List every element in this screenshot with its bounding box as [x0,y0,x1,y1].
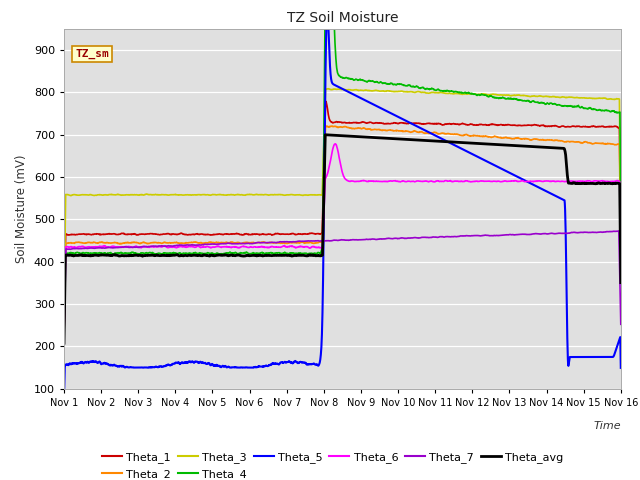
Theta_2 [617,261,625,266]
Theta_1 [60,330,68,336]
Theta_1 [617,251,625,257]
Theta_3 [601,96,609,101]
Line: Theta_4: Theta_4 [64,0,621,342]
Theta_2 [331,123,339,129]
Text: Time: Time [593,421,621,431]
Theta_6 [331,141,339,147]
Theta_6 [601,179,609,184]
Theta_7 [88,245,96,251]
Theta_7 [316,238,324,244]
Theta_6 [88,244,96,250]
Theta_2 [316,239,324,245]
Theta_3 [499,92,506,98]
Theta_avg [60,340,68,346]
Theta_2 [60,334,68,340]
Theta_3 [60,310,68,316]
Theta_1 [331,120,339,125]
Theta_3 [324,86,332,92]
Theta_avg [321,132,329,138]
Theta_6 [331,141,339,147]
Theta_4 [60,339,68,345]
Theta_4 [331,41,339,47]
Theta_avg [601,180,609,186]
Line: Theta_3: Theta_3 [64,89,621,313]
Theta_1 [322,98,330,104]
Theta_1 [499,122,506,128]
Theta_4 [617,229,625,235]
Theta_1 [88,231,96,237]
Theta_5 [499,167,506,172]
Line: Theta_5: Theta_5 [64,11,621,398]
Theta_5 [601,354,609,360]
Theta_7 [601,229,609,235]
Y-axis label: Soil Moisture (mV): Soil Moisture (mV) [15,155,28,263]
Theta_5 [331,82,339,88]
Theta_6 [499,179,506,184]
Theta_5 [88,359,96,364]
Theta_5 [60,396,68,401]
Theta_4 [499,94,506,100]
Theta_5 [601,354,609,360]
Theta_2 [322,123,330,129]
Theta_3 [331,86,339,92]
Theta_3 [601,95,609,101]
Theta_avg [499,142,506,148]
Theta_3 [617,235,625,240]
Theta_1 [316,231,324,237]
Theta_4 [88,251,96,256]
Text: TZ_sm: TZ_sm [75,49,109,59]
Theta_7 [60,331,68,337]
Theta_5 [323,8,331,13]
Theta_2 [499,135,506,141]
Line: Theta_avg: Theta_avg [64,135,621,343]
Theta_2 [88,240,96,245]
Title: TZ Soil Moisture: TZ Soil Moisture [287,11,398,25]
Theta_5 [316,359,324,364]
Theta_7 [615,228,623,234]
Theta_5 [617,365,625,371]
Theta_2 [601,141,609,147]
Theta_4 [316,251,324,256]
Theta_1 [601,124,609,130]
Theta_avg [601,180,609,186]
Theta_7 [600,229,608,235]
Legend: Theta_1, Theta_2, Theta_3, Theta_4, Theta_5, Theta_6, Theta_7, Theta_avg: Theta_1, Theta_2, Theta_3, Theta_4, Thet… [97,448,568,480]
Line: Theta_7: Theta_7 [64,231,621,334]
Theta_7 [499,232,506,238]
Theta_4 [601,108,609,114]
Theta_avg [331,132,339,138]
Theta_6 [60,336,68,342]
Theta_3 [88,192,96,198]
Theta_6 [617,278,625,284]
Line: Theta_1: Theta_1 [64,101,621,333]
Line: Theta_2: Theta_2 [64,126,621,337]
Theta_2 [601,141,609,147]
Theta_avg [316,253,324,259]
Line: Theta_6: Theta_6 [64,144,621,339]
Theta_4 [601,108,609,113]
Theta_3 [316,192,324,198]
Theta_avg [617,280,625,286]
Theta_1 [601,124,609,130]
Theta_6 [316,245,324,251]
Theta_7 [617,322,625,327]
Theta_6 [601,179,609,184]
Theta_avg [88,252,96,258]
Theta_7 [331,237,339,243]
